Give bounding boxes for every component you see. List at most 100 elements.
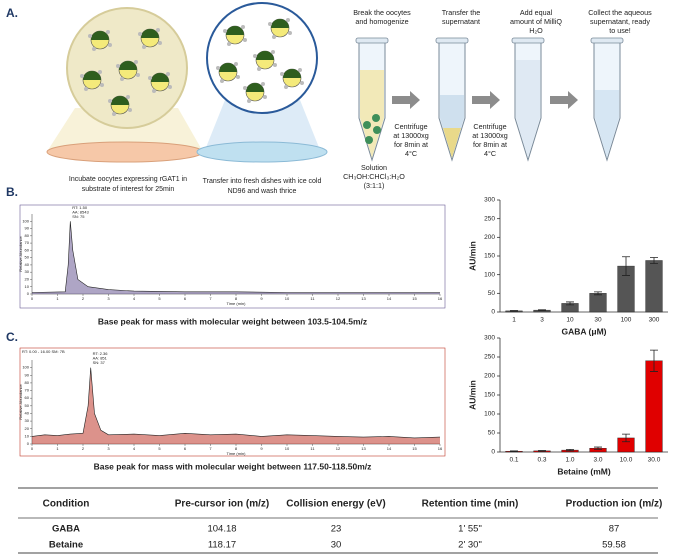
step-text: at 13000xg <box>472 131 508 140</box>
error-bar <box>650 257 658 264</box>
x-tick-label: 9 <box>260 446 263 451</box>
x-tick-label: 10 <box>566 317 574 324</box>
x-tick-label: 1 <box>56 446 59 451</box>
x-tick-label: 3 <box>107 446 110 451</box>
trace <box>31 367 441 439</box>
y-tick-label: 0 <box>27 441 30 446</box>
y-tick-label: 200 <box>484 373 495 380</box>
step-text: CH₃OH:CHCl₃:H₂O <box>343 172 405 181</box>
y-tick-label: 30 <box>25 269 30 274</box>
chromatogram: 0 1 2 3 4 5 6 7 8 9 10 11 12 13 14 15 160102030405060708… <box>18 204 446 309</box>
step-text: Break the oocytes <box>353 8 411 17</box>
caption: Base peak for mass with molecular weight… <box>98 316 367 326</box>
x-tick-label: 3 <box>107 296 110 301</box>
caption: Transfer into fresh dishes with ice cold <box>203 178 322 185</box>
x-tick-label: 3.0 <box>593 457 602 464</box>
x-tick-label: 2 <box>82 446 85 451</box>
y-tick-label: 20 <box>25 277 30 282</box>
dish-illustration <box>196 2 328 163</box>
y-tick-label: 50 <box>488 430 496 437</box>
step-text: (3:1:1) <box>364 181 385 190</box>
y-tick-label: 10 <box>25 433 30 438</box>
error-bar <box>622 256 630 276</box>
table-header: Condition <box>43 499 90 510</box>
step-text: 4°C <box>405 149 417 158</box>
x-tick-label: 6 <box>184 446 187 451</box>
x-axis-label: Time (min) <box>227 301 247 306</box>
peak-annotation: SN: 37 <box>93 360 106 365</box>
x-tick-label: 15 <box>412 296 417 301</box>
table-cell: 23 <box>331 524 342 535</box>
table-cell: Betaine <box>49 540 83 551</box>
y-tick-label: 50 <box>25 403 30 408</box>
frame <box>19 347 446 457</box>
caption: ND96 and wash thrice <box>228 188 297 195</box>
table-cell: 30 <box>331 540 342 551</box>
table-header: Production ion (m/z) <box>566 499 663 510</box>
y-tick-label: 50 <box>488 290 496 297</box>
x-tick-label: 12 <box>336 296 341 301</box>
table-cell: 1' 55" <box>458 524 482 535</box>
step-text: Collect the aqueous <box>588 8 652 17</box>
x-tick-label: 14 <box>387 296 392 301</box>
x-tick-label: 10.0 <box>620 457 633 464</box>
chromatogram: 0 1 2 3 4 5 6 7 8 9 10 11 12 13 14 15 160102030405060708… <box>18 347 446 457</box>
x-tick-label: 7 <box>209 446 212 451</box>
y-tick-label: 10 <box>25 284 30 289</box>
x-tick-label: 1 <box>512 317 516 324</box>
dish-illustration <box>46 7 204 163</box>
y-tick-label: 150 <box>484 392 495 399</box>
bar-chart: 0 50 100 150 200 250 300 AU/min GABA (μM) 1 3 10 30 1… <box>467 197 668 336</box>
step-text: for 8min at <box>394 140 428 149</box>
x-tick-label: 0 <box>31 446 34 451</box>
step-text: Add equal <box>520 8 553 17</box>
step-text: Solution <box>361 163 387 172</box>
y-tick-label: 300 <box>484 335 495 342</box>
y-tick-label: 150 <box>484 253 495 260</box>
x-tick-label: 15 <box>412 446 417 451</box>
y-axis-label: AU/min <box>467 380 477 410</box>
error-bar <box>566 448 574 452</box>
x-tick-label: 5 <box>158 296 161 301</box>
x-axis-label: Betaine (mM) <box>557 466 611 476</box>
x-tick-label: 1 <box>56 296 59 301</box>
panel-label: A. <box>6 6 18 20</box>
area <box>32 221 440 294</box>
table-header: Collision energy (eV) <box>286 499 385 510</box>
x-tick-label: 11 <box>310 446 315 451</box>
error-bar <box>538 450 546 452</box>
peak-annotation: AA: 8543 <box>72 210 89 215</box>
caption: Base peak for mass with molecular weight… <box>94 461 372 471</box>
x-tick-label: 300 <box>649 317 660 324</box>
step-text: Centrifuge <box>394 122 427 131</box>
x-tick-label: 5 <box>158 446 161 451</box>
x-tick-label: 14 <box>387 446 392 451</box>
panel-label: B. <box>6 185 18 199</box>
step-text: amount of MilliQ <box>510 17 562 26</box>
error-bar <box>538 309 546 311</box>
error-bar <box>650 349 658 372</box>
step-text: supernatant <box>442 17 480 26</box>
error-bar <box>594 291 602 296</box>
y-tick-label: 20 <box>25 426 30 431</box>
x-tick-label: 8 <box>235 296 238 301</box>
x-tick-label: 100 <box>621 317 632 324</box>
error-bar <box>594 446 602 450</box>
x-tick-label: 10 <box>285 446 290 451</box>
y-tick-label: 70 <box>25 240 30 245</box>
error-bar <box>622 433 630 443</box>
x-tick-label: 7 <box>209 296 212 301</box>
peak-annotation: SN: 75 <box>72 214 85 219</box>
x-tick-label: 1.0 <box>565 457 574 464</box>
step-text: to use! <box>609 26 631 35</box>
table-header: Pre-cursor ion (m/z) <box>175 499 269 510</box>
x-tick-label: 2 <box>82 296 85 301</box>
x-tick-label: 11 <box>310 296 315 301</box>
x-tick-label: 30.0 <box>648 457 661 464</box>
error-bar <box>566 301 574 306</box>
table-cell: 2' 30" <box>458 540 482 551</box>
step-text: Transfer the <box>442 8 480 17</box>
x-tick-label: 0.1 <box>509 457 518 464</box>
step-text: and homogenize <box>355 17 408 26</box>
step-text: 4°C <box>484 149 496 158</box>
